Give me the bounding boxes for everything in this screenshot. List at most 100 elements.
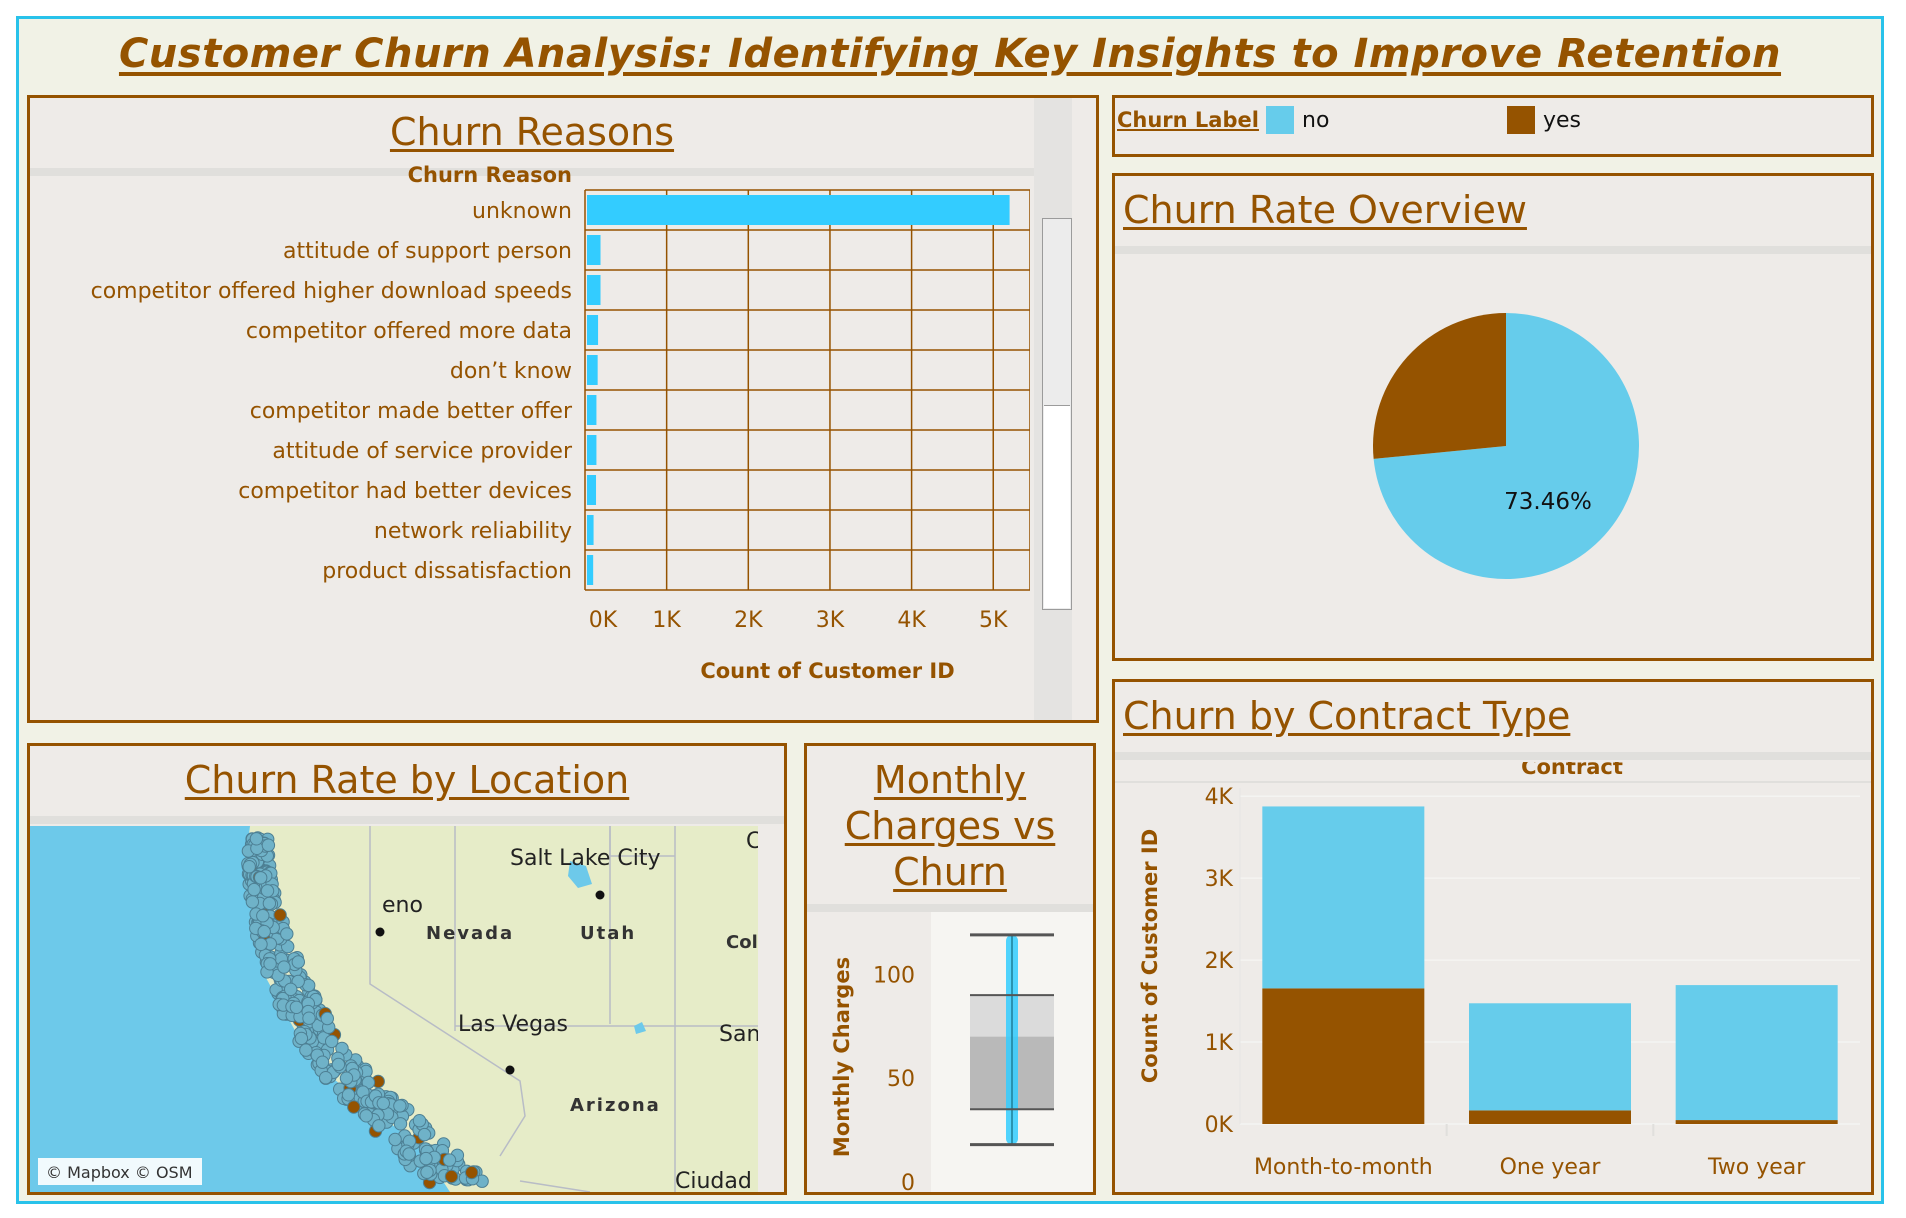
legend-title[interactable]: Churn Label (1117, 108, 1259, 132)
bar-yes[interactable] (1675, 1120, 1838, 1124)
location-marker[interactable] (294, 1031, 309, 1046)
location-marker[interactable] (465, 1165, 479, 1180)
location-marker[interactable] (315, 1055, 330, 1069)
pie-slice-yes[interactable] (1373, 313, 1506, 459)
location-marker[interactable] (262, 896, 277, 911)
location-marker[interactable] (393, 1117, 408, 1131)
location-marker[interactable] (245, 895, 260, 909)
scrollbar[interactable] (1042, 218, 1072, 610)
location-marker[interactable] (320, 1011, 334, 1026)
location-marker[interactable] (273, 908, 287, 922)
monthly-title-line-1: Monthly (873, 758, 1027, 802)
bar[interactable] (587, 475, 597, 505)
location-marker[interactable] (341, 1088, 356, 1102)
churn-overview-panel: Churn Rate Overview 73.46% (1112, 173, 1874, 661)
y-tick-label: 100 (873, 963, 915, 988)
location-marker[interactable] (359, 1109, 373, 1123)
location-marker[interactable] (280, 927, 294, 941)
location-marker[interactable] (260, 884, 275, 898)
location-map[interactable]: Salt Lake City Nevada Utah Las Vegas Arizona… (30, 826, 758, 1192)
pie-slice-no[interactable] (1373, 313, 1639, 579)
bar[interactable] (587, 515, 594, 545)
bar[interactable] (587, 355, 598, 385)
map-label: Las Vegas (458, 1012, 568, 1037)
location-marker[interactable] (412, 1114, 427, 1128)
location-marker[interactable] (444, 1169, 459, 1184)
bar-no[interactable] (1469, 1003, 1631, 1111)
location-marker[interactable] (242, 860, 256, 874)
category-label[interactable]: attitude of service provider (272, 439, 573, 464)
map-attribution-box (38, 1158, 202, 1185)
bar[interactable] (587, 315, 599, 345)
location-marker[interactable] (291, 955, 305, 969)
location-marker[interactable] (299, 1043, 313, 1057)
location-marker[interactable] (442, 1153, 457, 1167)
location-marker[interactable] (331, 1057, 346, 1072)
category-label[interactable]: don’t know (450, 359, 572, 384)
bar[interactable] (587, 195, 1010, 225)
monthly-charges-boxplot: 0 50 100 Monthly Charges (830, 912, 1093, 1192)
churn-overview-title: Churn Rate Overview (1123, 188, 1527, 232)
legend-swatch-yes[interactable] (1507, 106, 1535, 134)
legend-swatch-no[interactable] (1266, 106, 1294, 134)
bar[interactable] (587, 275, 601, 305)
location-marker[interactable] (254, 871, 268, 885)
x-tick-label: 3K (816, 608, 845, 633)
y-tick-label: 50 (887, 1067, 915, 1092)
location-marker[interactable] (247, 882, 261, 897)
bar-no[interactable] (1262, 806, 1425, 989)
location-marker[interactable] (261, 838, 276, 852)
location-marker[interactable] (393, 1099, 407, 1113)
location-marker[interactable] (376, 1096, 390, 1110)
category-label[interactable]: competitor offered higher download speed… (91, 279, 572, 304)
y-tick-label: 3K (1205, 867, 1234, 892)
location-marker[interactable] (256, 909, 270, 923)
legend-label-no[interactable]: no (1302, 108, 1330, 133)
location-marker[interactable] (419, 1151, 433, 1166)
location-marker[interactable] (388, 1132, 402, 1147)
category-label[interactable]: product dissatisfaction (322, 559, 572, 584)
location-marker[interactable] (402, 1147, 416, 1161)
bar[interactable] (587, 555, 594, 585)
map-label: Ciudad (675, 1169, 752, 1192)
category-label[interactable]: competitor made better offer (250, 399, 573, 424)
column-header: Contract (1521, 762, 1623, 779)
bar-yes[interactable] (1262, 988, 1425, 1124)
location-marker[interactable] (257, 924, 271, 939)
y-tick-label: 1K (1205, 1031, 1234, 1056)
location-marker[interactable] (249, 832, 264, 846)
location-marker[interactable] (339, 1071, 354, 1085)
location-marker[interactable] (420, 1165, 434, 1179)
location-marker[interactable] (347, 1100, 361, 1114)
churn-overview-pie: 73.46% (1373, 313, 1639, 579)
bar-no[interactable] (1675, 985, 1838, 1121)
location-panel: Churn Rate by Location Salt Lake City Nev… (27, 743, 787, 1195)
category-label: Two year (1707, 1155, 1806, 1180)
category-label[interactable]: competitor had better devices (238, 479, 572, 504)
category-label[interactable]: attitude of support person (283, 239, 572, 264)
bar[interactable] (587, 395, 597, 425)
location-marker[interactable] (284, 982, 298, 997)
category-label[interactable]: network reliability (374, 519, 572, 544)
location-marker[interactable] (325, 1034, 339, 1049)
location-marker[interactable] (319, 1071, 333, 1085)
scrollbar-thumb[interactable] (1044, 405, 1070, 608)
dashboard-title: Customer Churn Analysis: Identifying Key… (118, 31, 1782, 77)
category-label[interactable]: competitor offered more data (246, 319, 572, 344)
location-marker[interactable] (254, 937, 268, 952)
bar-yes[interactable] (1469, 1110, 1631, 1124)
legend-label-yes[interactable]: yes (1543, 108, 1582, 133)
category-label[interactable]: unknown (472, 199, 572, 224)
churn-reasons-title: Churn Reasons (389, 110, 675, 154)
location-marker[interactable] (417, 1127, 432, 1142)
city-marker (595, 890, 605, 900)
bar[interactable] (587, 235, 601, 265)
bar[interactable] (587, 435, 597, 465)
location-marker[interactable] (289, 1000, 304, 1015)
map-label: San (719, 1022, 758, 1047)
location-marker[interactable] (302, 1011, 316, 1025)
location-marker[interactable] (263, 957, 277, 971)
map-attribution[interactable]: © Mapbox © OSM (46, 1163, 193, 1182)
location-marker[interactable] (277, 960, 291, 974)
location-marker[interactable] (372, 1119, 386, 1133)
